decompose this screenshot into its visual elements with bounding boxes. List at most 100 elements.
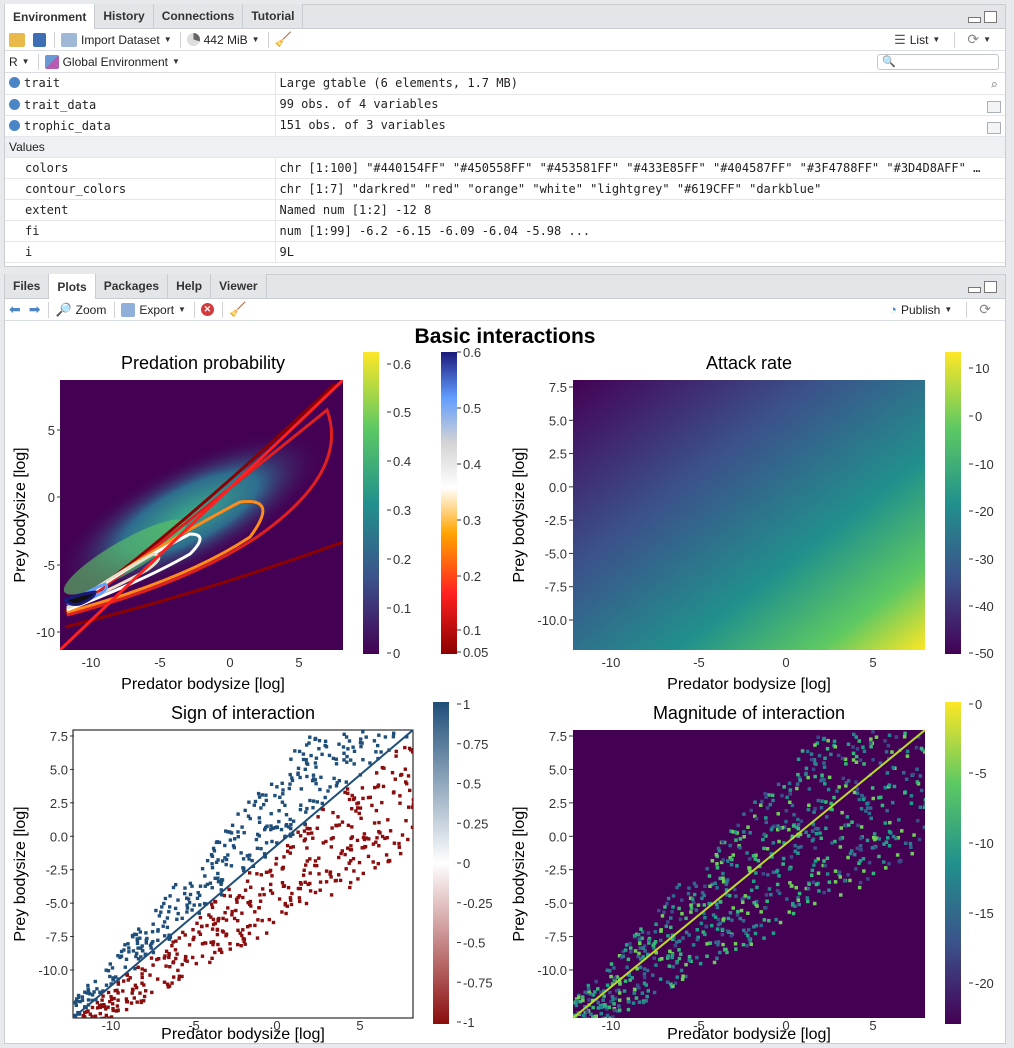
interaction-cell	[340, 849, 344, 853]
clear-plots-button[interactable]: 🧹	[229, 301, 246, 318]
interaction-cell	[652, 956, 656, 960]
interaction-cell	[747, 868, 752, 873]
expand-icon[interactable]	[9, 77, 20, 89]
tab-plots[interactable]: Plots	[49, 274, 96, 299]
table-row[interactable]: trait Large gtable (6 elements, 1.7 MB) ⌕	[5, 73, 1005, 95]
contour-red	[66, 407, 333, 617]
next-plot-button[interactable]: ➡	[29, 301, 41, 318]
interaction-cell	[699, 921, 704, 926]
publish-dropdown[interactable]: ◔ Publish ▼	[889, 302, 952, 317]
table-row[interactable]: colors chr [1:100] "#440154FF" "#450558F…	[5, 157, 1005, 179]
interaction-cell	[383, 735, 388, 739]
interaction-cell	[611, 1015, 615, 1018]
maximize-icon[interactable]	[984, 281, 997, 293]
interaction-cell	[677, 906, 681, 911]
tab-connections[interactable]: Connections	[153, 4, 244, 28]
x-axis-label: Predator bodysize [log]	[121, 676, 285, 693]
interaction-cell	[659, 928, 663, 932]
maximize-icon[interactable]	[984, 11, 997, 23]
interaction-cell	[599, 1011, 603, 1016]
expand-icon[interactable]	[9, 119, 20, 131]
interaction-cell	[347, 861, 351, 865]
interaction-cell	[585, 1010, 589, 1014]
interaction-cell	[111, 1008, 115, 1013]
tab-tutorial[interactable]: Tutorial	[243, 4, 304, 28]
tab-files[interactable]: Files	[5, 274, 50, 298]
export-icon	[121, 302, 136, 317]
interaction-cell	[852, 790, 857, 795]
remove-plot-button[interactable]: ✕	[200, 303, 214, 316]
tab-help[interactable]: Help	[168, 274, 212, 298]
language-dropdown[interactable]: R ▼	[9, 55, 30, 69]
magnifier-icon[interactable]: ⌕	[990, 78, 998, 94]
clear-workspace-button[interactable]: 🧹	[275, 31, 292, 48]
interaction-cell	[285, 843, 290, 848]
interaction-cell	[198, 915, 203, 920]
import-dataset-button[interactable]: Import Dataset ▼	[61, 32, 172, 47]
tick-label: -50	[975, 646, 994, 661]
interaction-cell	[246, 814, 251, 818]
interaction-cell	[86, 987, 90, 991]
interaction-cell	[616, 988, 621, 993]
interaction-cell	[603, 1004, 608, 1009]
open-workspace-button[interactable]	[9, 32, 25, 47]
view-table-icon[interactable]	[987, 100, 1001, 113]
save-workspace-button[interactable]	[33, 32, 46, 47]
interaction-cell	[787, 827, 791, 832]
interaction-cell	[132, 932, 137, 936]
table-row[interactable]: trait_data 99 obs. of 4 variables	[5, 94, 1005, 116]
tab-environment[interactable]: Environment	[5, 4, 96, 29]
tab-packages[interactable]: Packages	[95, 274, 169, 298]
interaction-cell	[734, 838, 738, 842]
interaction-cell	[703, 915, 707, 920]
interaction-cell	[810, 868, 815, 873]
interaction-cell	[228, 947, 232, 951]
refresh-env-button[interactable]: ⟳ ▼	[967, 31, 991, 48]
interaction-cell	[854, 867, 858, 871]
interaction-cell	[665, 956, 670, 960]
minimize-icon[interactable]	[968, 287, 981, 293]
table-row[interactable]: contour_colors chr [1:7] "darkred" "red"…	[5, 178, 1005, 200]
interaction-cell	[715, 862, 719, 866]
interaction-cell	[150, 941, 154, 946]
minimize-icon[interactable]	[968, 17, 981, 23]
language-label: R	[9, 54, 18, 69]
interaction-cell	[183, 958, 187, 962]
scope-dropdown[interactable]: Global Environment ▼	[44, 54, 180, 69]
table-row[interactable]: extent Named num [1:2] -12 8	[5, 199, 1005, 221]
interaction-cell	[298, 775, 302, 780]
table-row[interactable]: fi num [1:99] -6.2 -6.15 -6.09 -6.04 -5.…	[5, 220, 1005, 242]
interaction-cell	[119, 954, 124, 958]
refresh-plot-button[interactable]: ⟳	[979, 301, 991, 318]
table-row[interactable]: i 9L	[5, 241, 1005, 263]
interaction-cell	[289, 902, 294, 907]
interaction-cell	[373, 785, 377, 790]
panel-title: Predation probability	[121, 353, 285, 373]
zoom-button[interactable]: 🔎 Zoom	[55, 302, 106, 318]
view-table-icon[interactable]	[987, 121, 1001, 134]
env-search-input[interactable]: 🔍	[877, 53, 999, 70]
interaction-cell	[859, 836, 863, 841]
interaction-cell	[642, 981, 647, 985]
interaction-cell	[794, 885, 798, 890]
previous-plot-button[interactable]: ⬅	[9, 301, 21, 318]
chevron-down-icon: ▼	[178, 305, 186, 314]
interaction-cell	[305, 774, 309, 779]
tab-history[interactable]: History	[95, 4, 154, 28]
table-row[interactable]: trophic_data 151 obs. of 3 variables	[5, 115, 1005, 137]
export-dropdown[interactable]: Export ▼	[121, 302, 186, 317]
expand-icon[interactable]	[9, 98, 20, 110]
interaction-cell	[210, 886, 214, 890]
view-mode-dropdown[interactable]: ☰ List ▼	[894, 32, 940, 48]
interaction-cell	[710, 923, 714, 928]
memory-usage-button[interactable]: 442 MiB ▼	[186, 33, 260, 47]
x-axis-ticks: -10 -5 0 5	[82, 655, 303, 670]
interaction-cell	[887, 829, 892, 834]
interaction-cell	[583, 1010, 587, 1015]
interaction-cell	[80, 998, 85, 1003]
tab-viewer[interactable]: Viewer	[211, 274, 267, 298]
colorbar-viridis	[363, 352, 379, 654]
interaction-cell	[610, 995, 615, 999]
interaction-cell	[261, 887, 265, 891]
interaction-cell	[337, 823, 342, 827]
